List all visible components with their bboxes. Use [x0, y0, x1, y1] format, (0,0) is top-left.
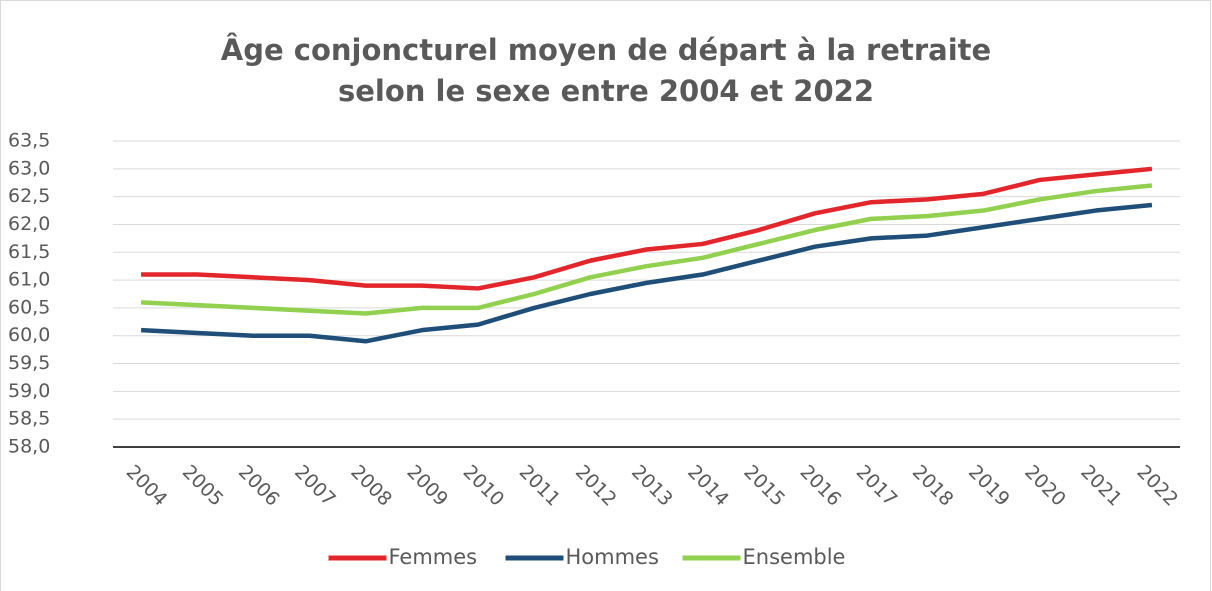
y-tick-label: 58,5 [8, 408, 50, 430]
legend-label: Hommes [566, 545, 659, 569]
y-tick-label: 63,0 [8, 157, 50, 179]
series-line [140, 183, 1153, 316]
y-tick-label: 62,5 [8, 185, 50, 207]
series-line [141, 166, 1153, 291]
chart-title: selon le sexe entre 2004 et 2022 [338, 74, 874, 108]
legend-label: Femmes [389, 545, 478, 569]
y-tick-label: 61,0 [8, 269, 50, 291]
series-line [140, 202, 1153, 344]
y-tick-label: 61,5 [8, 241, 50, 263]
y-tick-label: 60,5 [8, 296, 50, 318]
chart-title: Âge conjoncturel moyen de départ à la re… [221, 33, 991, 67]
y-tick-label: 58,0 [8, 436, 50, 458]
y-tick-label: 59,5 [8, 352, 50, 374]
y-tick-label: 60,0 [8, 324, 50, 346]
y-tick-label: 62,0 [8, 213, 50, 235]
y-tick-label: 59,0 [8, 380, 50, 402]
y-tick-label: 63,5 [8, 130, 50, 152]
legend-label: Ensemble [743, 545, 846, 569]
